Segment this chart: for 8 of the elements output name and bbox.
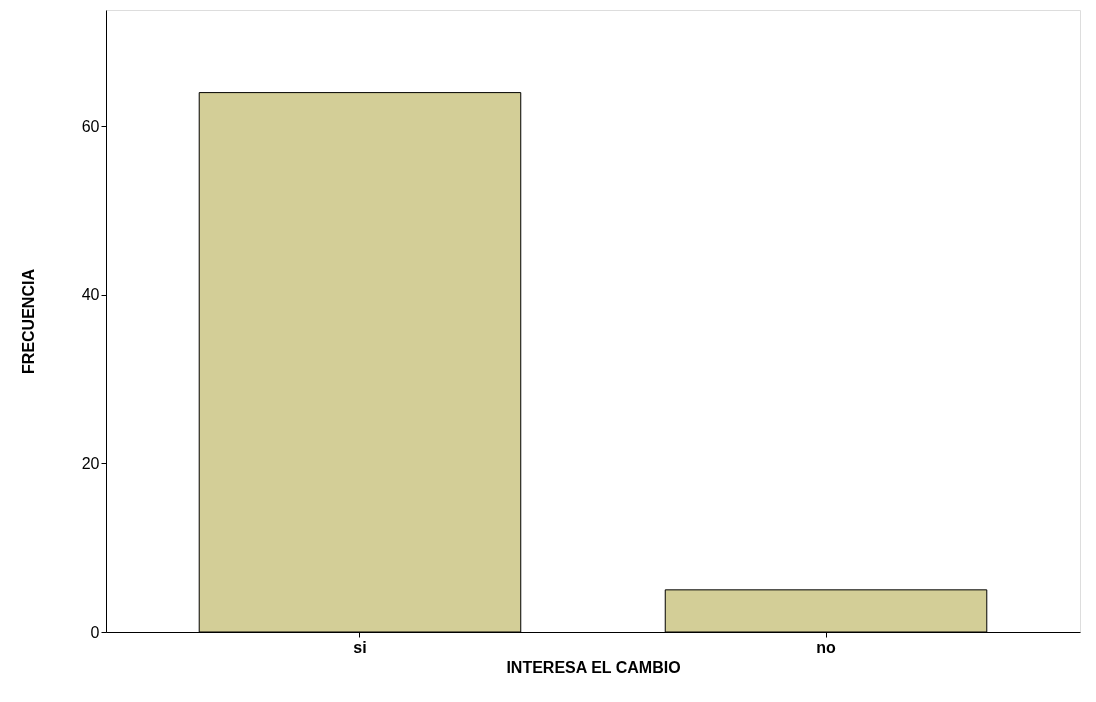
y-axis-title: FRECUENCIA (19, 268, 37, 374)
y-tick-label: 20 (81, 454, 100, 472)
x-tick-label: no (816, 638, 837, 656)
x-axis-title: INTERESA EL CAMBIO (506, 658, 681, 676)
y-tick-label: 40 (81, 286, 100, 304)
y-tick-label: 0 (90, 623, 100, 641)
y-tick-label: 60 (81, 117, 100, 135)
x-tick-label: si (353, 638, 367, 656)
